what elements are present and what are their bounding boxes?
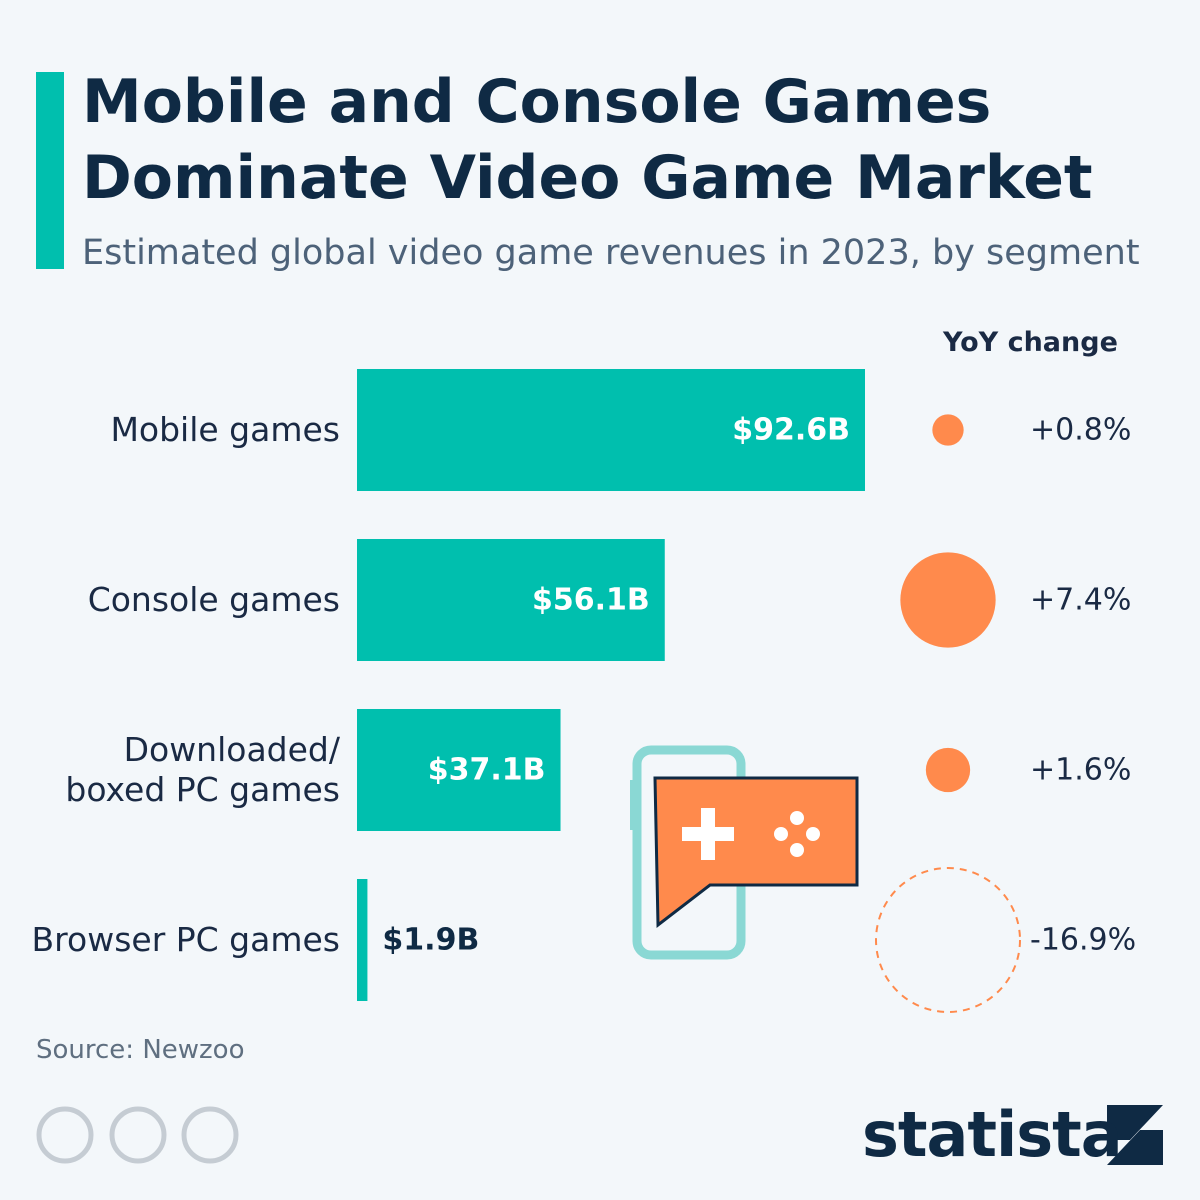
yoy-bubble xyxy=(925,747,971,793)
yoy-label: +1.6% xyxy=(1030,752,1132,788)
value-label: $37.1B xyxy=(427,752,546,788)
yoy-label: +7.4% xyxy=(1030,582,1132,618)
yoy-label: +0.8% xyxy=(1030,412,1132,448)
yoy-bubble xyxy=(875,867,1021,1013)
category-label: Mobile games xyxy=(110,410,340,449)
brand: statista xyxy=(862,1098,1123,1171)
yoy-bubble xyxy=(900,552,996,648)
yoy-bubble xyxy=(932,414,964,446)
yoy-label: -16.9% xyxy=(1030,922,1137,958)
bar xyxy=(357,709,561,831)
title-accent xyxy=(36,72,64,269)
source: Source: Newzoo xyxy=(36,1035,245,1065)
value-label: $92.6B xyxy=(732,412,850,448)
bar xyxy=(357,539,665,661)
brand-logo xyxy=(1107,1105,1163,1165)
chart-title: Mobile and Console Games Dominate Video … xyxy=(82,67,1093,213)
bar xyxy=(357,369,865,491)
license-icons xyxy=(36,1106,239,1164)
category-label: Downloaded/ boxed PC games xyxy=(65,730,340,809)
gamepad-icon xyxy=(630,745,859,960)
category-label: Console games xyxy=(87,580,340,619)
yoy-title: YoY change xyxy=(943,327,1118,358)
chart-subtitle: Estimated global video game revenues in … xyxy=(82,233,1140,273)
value-label: $1.9B xyxy=(382,922,480,958)
category-label: Browser PC games xyxy=(31,920,340,959)
value-label: $56.1B xyxy=(532,582,650,618)
bar xyxy=(357,879,368,1001)
